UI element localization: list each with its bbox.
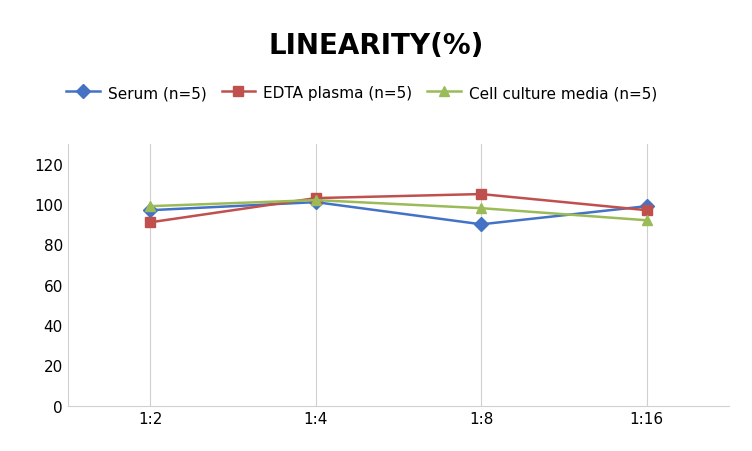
Serum (n=5)	[642, 204, 651, 209]
Line: Serum (n=5): Serum (n=5)	[146, 198, 651, 230]
Cell culture media (n=5)	[642, 218, 651, 224]
EDTA plasma (n=5)	[642, 208, 651, 213]
Text: LINEARITY(%): LINEARITY(%)	[268, 32, 484, 60]
Cell culture media (n=5)	[146, 204, 155, 209]
Legend: Serum (n=5), EDTA plasma (n=5), Cell culture media (n=5): Serum (n=5), EDTA plasma (n=5), Cell cul…	[60, 80, 663, 107]
Serum (n=5)	[146, 208, 155, 213]
Line: Cell culture media (n=5): Cell culture media (n=5)	[146, 196, 651, 226]
Cell culture media (n=5)	[311, 198, 320, 203]
Serum (n=5)	[311, 200, 320, 205]
Serum (n=5)	[477, 222, 486, 227]
EDTA plasma (n=5)	[311, 196, 320, 201]
EDTA plasma (n=5)	[477, 192, 486, 198]
Cell culture media (n=5)	[477, 206, 486, 212]
EDTA plasma (n=5)	[146, 220, 155, 226]
Line: EDTA plasma (n=5): EDTA plasma (n=5)	[146, 190, 651, 228]
